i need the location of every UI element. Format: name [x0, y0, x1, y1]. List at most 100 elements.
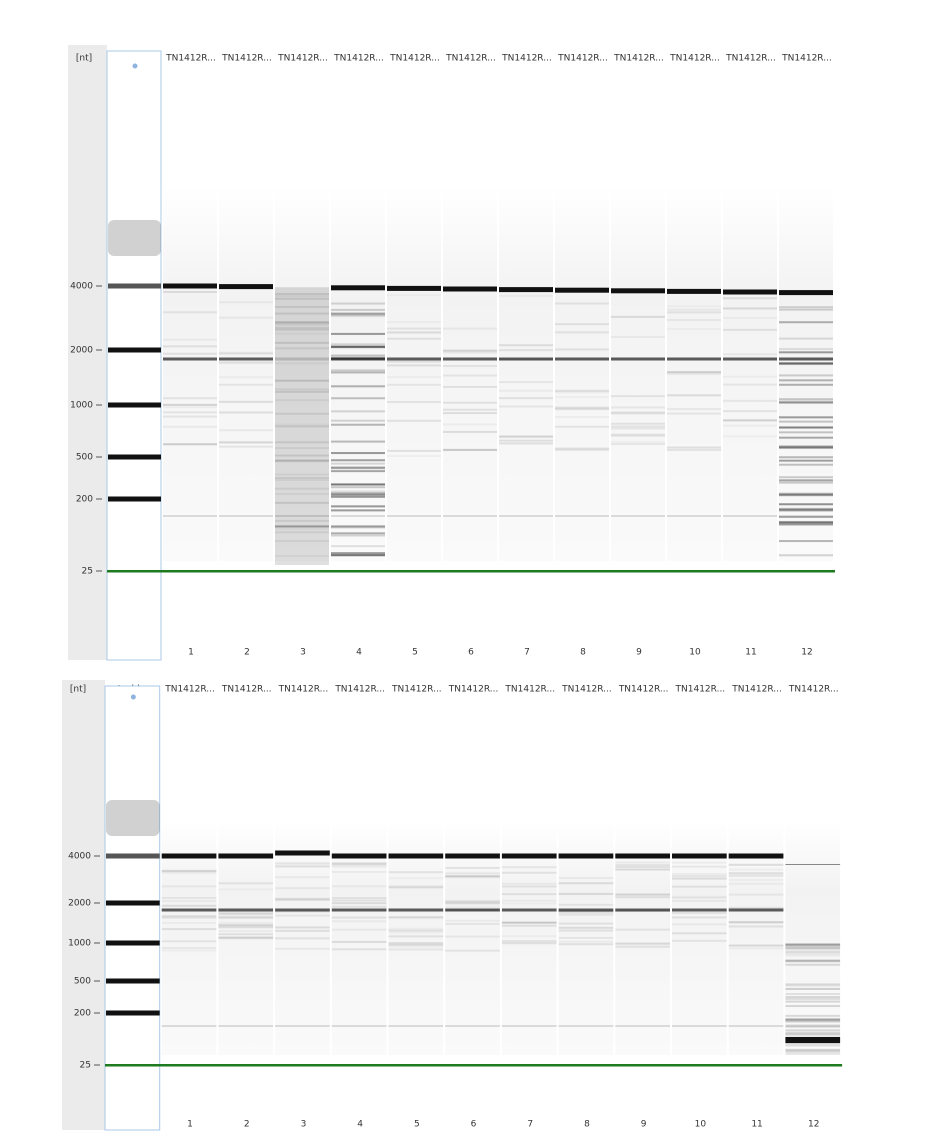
- smear-line: [161, 870, 217, 873]
- tick-label: 500: [74, 977, 91, 987]
- smear-line: [219, 362, 273, 365]
- smear-line: [163, 345, 217, 348]
- smear-line: [785, 1005, 841, 1008]
- smear-line: [163, 406, 217, 408]
- smear-line: [275, 323, 329, 326]
- smear-line: [615, 893, 670, 896]
- lane-header: TN1412R...: [165, 54, 216, 64]
- smear-line: [163, 338, 217, 341]
- smear-line: [785, 1018, 841, 1021]
- smear-line: [275, 321, 329, 324]
- main-band: [387, 285, 441, 291]
- smear-line: [161, 885, 217, 888]
- smear-line: [723, 399, 777, 402]
- smear-line: [445, 920, 500, 922]
- smear-line: [163, 352, 217, 355]
- smear-line: [779, 416, 833, 419]
- smear-line: [331, 490, 385, 493]
- smear-line: [275, 492, 329, 495]
- main-band: [615, 853, 670, 859]
- smear-line: [785, 943, 841, 946]
- smear-line: [331, 494, 385, 497]
- smear-line: [558, 926, 614, 929]
- smear-line: [161, 904, 217, 907]
- smear-line: [723, 376, 777, 378]
- smear-line: [779, 481, 833, 484]
- lane-header: TN1412R...: [445, 54, 496, 64]
- smear-line: [389, 877, 444, 879]
- axis-strip: [68, 45, 107, 660]
- second-band: [615, 908, 670, 912]
- smear-line: [275, 524, 329, 527]
- lane-smear: [387, 185, 441, 561]
- smear-line: [779, 554, 833, 557]
- smear-line: [555, 425, 609, 428]
- smear-line: [219, 301, 273, 304]
- smear-line: [331, 313, 385, 316]
- smear-line: [445, 923, 500, 926]
- smear-line: [779, 494, 833, 497]
- smear-line: [558, 892, 614, 895]
- smear-line: [615, 864, 670, 867]
- smear-line: [275, 926, 330, 929]
- lane-header: TN1412R...: [731, 685, 782, 695]
- lane-label: 5: [414, 1120, 420, 1130]
- lane-header: TN1412R...: [389, 54, 440, 64]
- smear-line: [331, 483, 385, 486]
- smear-line: [275, 341, 329, 344]
- sample-lane: TN1412R... 9: [615, 685, 670, 1130]
- smear-line: [779, 463, 833, 466]
- main-band: [672, 853, 727, 859]
- second-band: [275, 908, 330, 912]
- smear-line: [443, 352, 497, 354]
- smear-line: [219, 351, 273, 354]
- second-band: [499, 357, 553, 361]
- smear-line: [501, 871, 557, 874]
- smear-line: [499, 442, 553, 445]
- well-dot: [132, 63, 138, 69]
- smear-line: [388, 948, 444, 951]
- faint-band: [445, 1025, 500, 1027]
- faint-band: [667, 515, 721, 517]
- smear-line: [558, 943, 614, 946]
- smear-line: [331, 346, 385, 349]
- smear-line: [275, 487, 329, 490]
- smear-line: [729, 869, 784, 871]
- smear-line: [219, 383, 273, 386]
- smear-line: [387, 455, 441, 457]
- smear-line: [615, 928, 670, 931]
- ladder-band: [106, 978, 160, 984]
- unit-label: [nt]: [70, 685, 86, 695]
- smear-line: [161, 947, 217, 950]
- smear-line: [558, 913, 614, 916]
- second-band: [445, 908, 500, 912]
- smear-line: [785, 987, 841, 990]
- smear-line: [331, 486, 385, 489]
- smear-line: [779, 522, 833, 525]
- smear-line: [219, 360, 273, 363]
- smear-line: [162, 922, 217, 924]
- smear-line: [728, 882, 784, 885]
- smear-line: [779, 348, 833, 351]
- faint-band: [615, 1025, 670, 1027]
- smear-line: [331, 493, 385, 496]
- smear-line: [779, 383, 833, 386]
- faint-band: [331, 515, 385, 517]
- smear-line: [667, 371, 721, 374]
- main-band: [667, 288, 721, 294]
- smear-line: [779, 509, 833, 512]
- smear-line: [443, 412, 497, 415]
- smear-line: [161, 899, 217, 902]
- smear-line: [387, 364, 441, 367]
- smear-line: [499, 435, 553, 438]
- smear-line: [445, 875, 500, 878]
- smear-line: [331, 466, 385, 469]
- lane-smear: [555, 185, 609, 561]
- smear-line: [388, 871, 444, 874]
- smear-line: [672, 911, 727, 914]
- smear-line: [501, 924, 557, 927]
- lane-label: 1: [187, 1120, 193, 1130]
- smear-line: [785, 984, 841, 987]
- smear-line: [445, 899, 500, 902]
- lane-smear: [331, 185, 385, 561]
